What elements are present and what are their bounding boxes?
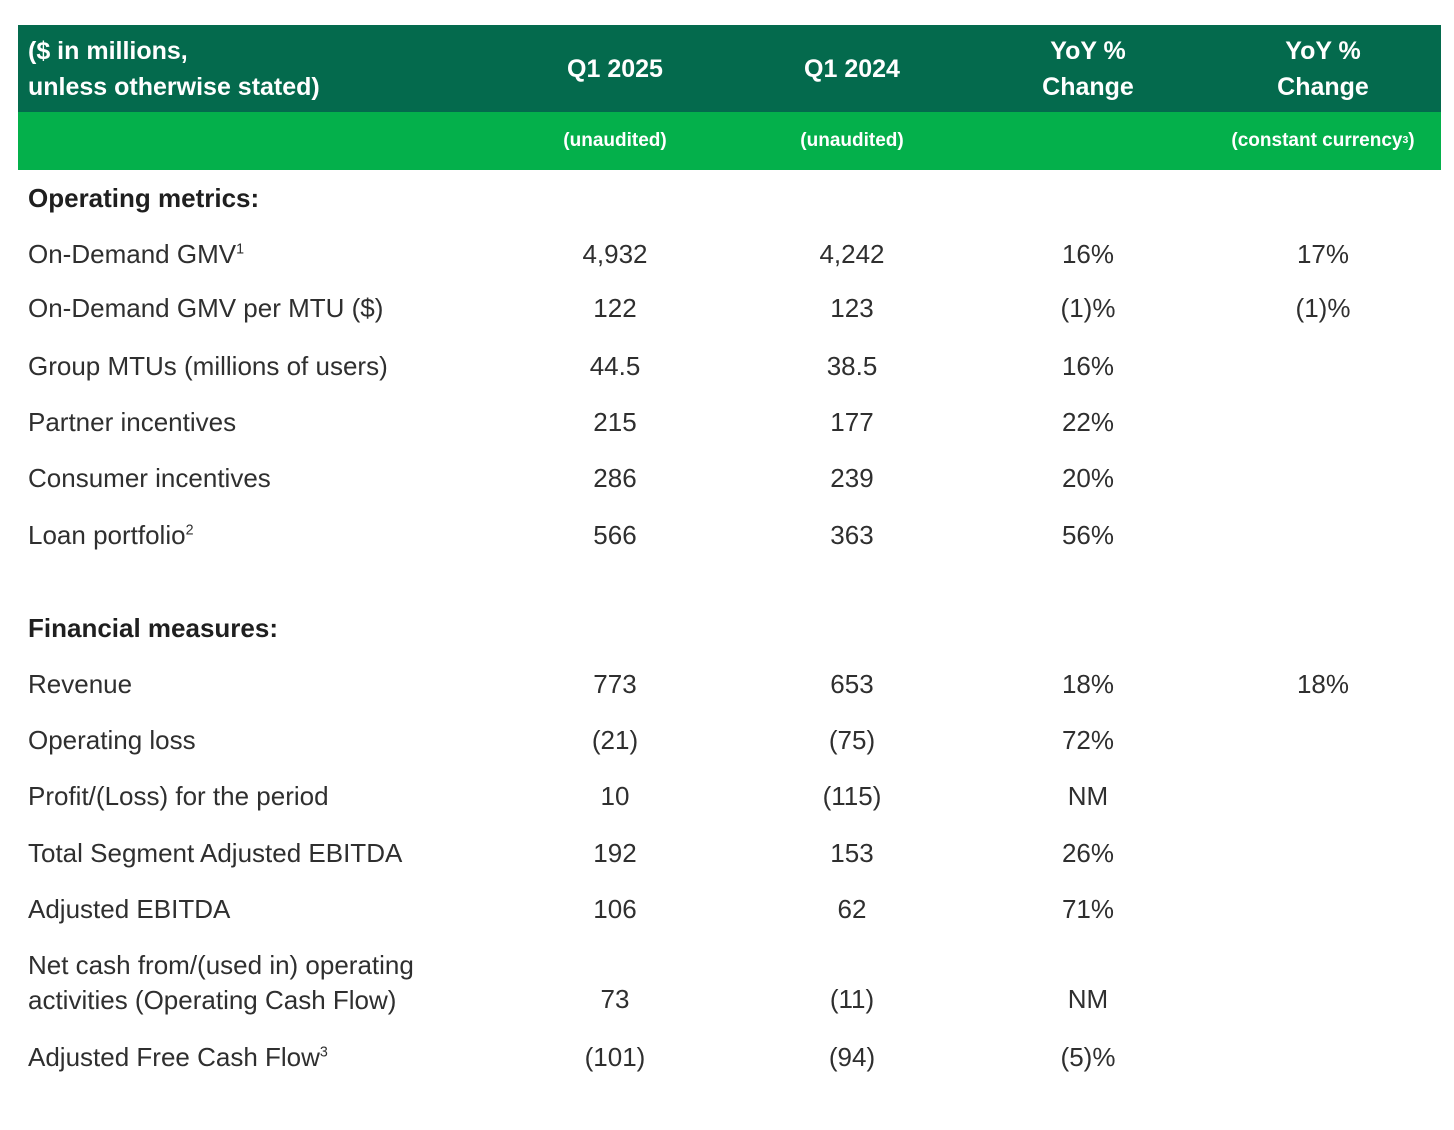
row-value-q1-2025: 286 — [593, 463, 637, 493]
row-label: Partner incentives — [28, 407, 237, 437]
row-value-q1-2024: 177 — [830, 407, 874, 437]
row-value-yoy: 22% — [1061, 407, 1115, 437]
row-value-q1-2025: 73 — [600, 984, 630, 1014]
row-value-q1-2025: 566 — [593, 520, 637, 550]
subheader-cc-text: (constant currency — [1231, 130, 1403, 151]
table-header: ($ in millions, unless otherwise stated)… — [18, 25, 1441, 112]
row-value-q1-2025: 773 — [593, 669, 637, 699]
row-label: Adjusted EBITDA — [28, 894, 231, 924]
subheader-cc-close: ) — [1408, 130, 1415, 151]
header-units-line1: ($ in millions, — [28, 36, 188, 65]
row-label: On-Demand GMV1 — [28, 239, 245, 269]
section-title-operating: Operating metrics: — [28, 183, 260, 213]
header-yoy-cc-line1: YoY % — [1285, 36, 1361, 65]
table-subheader: (unaudited) (unaudited) (constant curren… — [18, 112, 1441, 170]
row-label: Consumer incentives — [28, 463, 271, 493]
row-label: Revenue — [28, 669, 133, 699]
header-units-label: ($ in millions, unless otherwise stated) — [28, 25, 508, 112]
row-value-yoy: 20% — [1061, 463, 1115, 493]
row-value-yoy-cc: (1)% — [1295, 293, 1351, 323]
row-value-yoy: 56% — [1061, 520, 1115, 550]
row-label: Adjusted Free Cash Flow3 — [28, 1042, 328, 1072]
subheader-unaudited-2025: (unaudited) — [563, 130, 667, 151]
row-value-yoy-cc: 18% — [1296, 669, 1350, 699]
row-value-q1-2024: (75) — [828, 725, 876, 755]
row-value-q1-2024: (115) — [822, 781, 882, 811]
header-yoy-cc-line2: Change — [1277, 72, 1369, 101]
row-value-yoy: (5)% — [1060, 1042, 1116, 1072]
financial-summary-table: ($ in millions, unless otherwise stated)… — [18, 25, 1441, 1072]
row-value-q1-2025: (101) — [584, 1042, 646, 1072]
row-value-q1-2025: 44.5 — [589, 351, 641, 381]
row-value-q1-2024: (94) — [828, 1042, 876, 1072]
row-label-line2: activities (Operating Cash Flow) — [28, 985, 397, 1015]
row-label: On-Demand GMV per MTU ($) — [28, 293, 384, 323]
row-value-q1-2025: 192 — [593, 838, 637, 868]
row-value-q1-2025: (21) — [591, 725, 639, 755]
row-value-yoy: 16% — [1061, 351, 1115, 381]
row-value-q1-2025: 122 — [593, 293, 637, 323]
row-value-yoy: 16% — [1061, 239, 1115, 269]
row-value-q1-2025: 10 — [600, 781, 630, 811]
row-value-yoy: NM — [1067, 781, 1109, 811]
row-value-q1-2024: 123 — [830, 293, 874, 323]
header-yoy-line2: Change — [1042, 72, 1134, 101]
row-value-q1-2024: 653 — [830, 669, 874, 699]
header-units-line2: unless otherwise stated) — [28, 72, 320, 101]
section-title-financial: Financial measures: — [28, 613, 278, 643]
row-value-q1-2024: 4,242 — [819, 239, 885, 269]
subheader-yoy — [988, 112, 1188, 170]
row-value-yoy: 18% — [1061, 669, 1115, 699]
footnote-marker: 1 — [236, 241, 245, 258]
row-value-yoy: 72% — [1061, 725, 1115, 755]
row-value-yoy-cc: 17% — [1296, 239, 1350, 269]
header-yoy-change: YoY % Change — [988, 25, 1188, 112]
row-value-yoy: (1)% — [1060, 293, 1116, 323]
row-label-line1: Net cash from/(used in) operating — [28, 950, 414, 980]
row-label: Loan portfolio2 — [28, 520, 194, 550]
row-label: Total Segment Adjusted EBITDA — [28, 838, 403, 868]
row-value-q1-2024: 239 — [830, 463, 874, 493]
header-yoy-change-cc: YoY % Change — [1198, 25, 1448, 112]
row-value-yoy: 71% — [1061, 894, 1115, 924]
row-value-yoy: 26% — [1061, 838, 1115, 868]
header-q1-2025: Q1 2025 — [567, 54, 663, 83]
row-value-q1-2024: 62 — [837, 894, 867, 924]
row-value-q1-2024: 38.5 — [826, 351, 878, 381]
header-q1-2024: Q1 2024 — [804, 54, 900, 83]
row-label: Operating loss — [28, 725, 196, 755]
row-label: Group MTUs (millions of users) — [28, 351, 388, 381]
row-label: Net cash from/(used in) operating activi… — [28, 950, 508, 1016]
row-value-q1-2024: 363 — [830, 520, 874, 550]
row-value-q1-2024: (11) — [829, 984, 875, 1014]
row-value-q1-2025: 215 — [593, 407, 637, 437]
subheader-constant-currency: (constant currency 3) — [1231, 130, 1415, 151]
row-value-q1-2025: 4,932 — [582, 239, 648, 269]
row-value-q1-2024: 153 — [830, 838, 874, 868]
footnote-marker: 2 — [185, 522, 194, 539]
row-value-q1-2025: 106 — [593, 894, 637, 924]
row-value-yoy: NM — [1067, 984, 1109, 1014]
row-label: Profit/(Loss) for the period — [28, 781, 329, 811]
subheader-unaudited-2024: (unaudited) — [800, 130, 904, 151]
footnote-marker: 3 — [319, 1044, 328, 1061]
header-yoy-line1: YoY % — [1050, 36, 1126, 65]
